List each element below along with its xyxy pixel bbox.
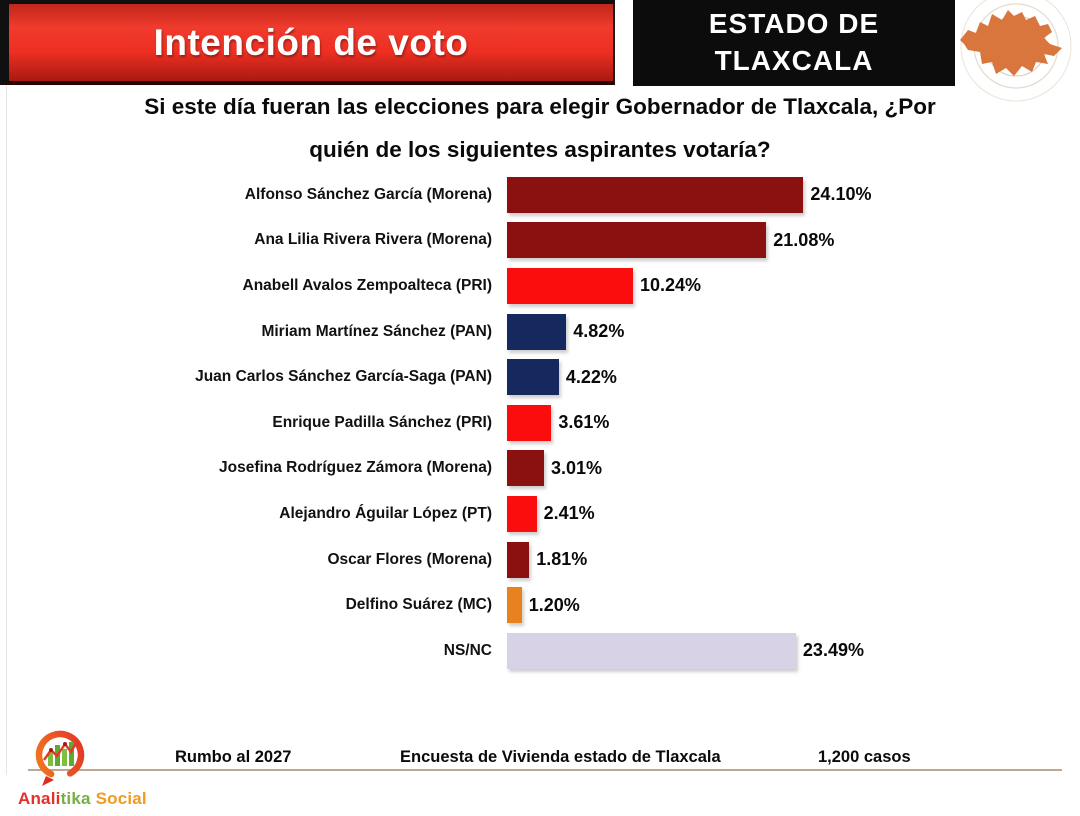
- bar: [507, 404, 552, 441]
- bar: [507, 587, 522, 624]
- bar: [507, 541, 530, 578]
- state-box-line2: TLAXCALA: [714, 45, 874, 76]
- bar-value-label: 24.10%: [810, 184, 872, 205]
- chart-rows: Alfonso Sánchez García (Morena) 24.10% Ana…: [0, 172, 1080, 674]
- bar: [507, 222, 767, 259]
- bar: [507, 267, 633, 304]
- bar-value-label: 10.24%: [639, 275, 701, 296]
- bar-label: Miriam Martínez Sánchez (PAN): [261, 322, 492, 340]
- bar-label: Oscar Flores (Morena): [327, 550, 492, 568]
- footer-left: Rumbo al 2027: [175, 748, 292, 766]
- bar: [507, 176, 804, 213]
- bar: [507, 313, 567, 350]
- chart-row: Alejandro Águilar López (PT) 2.41%: [0, 491, 1080, 537]
- bar-value-label: 23.49%: [802, 640, 864, 661]
- survey-question-line2: quién de los siguientes aspirantes votar…: [309, 136, 771, 162]
- chart-row: Miriam Martínez Sánchez (PAN) 4.82%: [0, 309, 1080, 355]
- bar-value-label: 1.81%: [536, 549, 588, 570]
- bar-value-label: 3.61%: [558, 412, 610, 433]
- bar-label: Alfonso Sánchez García (Morena): [244, 185, 492, 203]
- tlaxcala-map-svg: [960, 0, 1072, 102]
- state-box-line1: ESTADO DE: [708, 8, 880, 40]
- page-title: Intención de voto: [153, 21, 469, 63]
- bar: [507, 359, 559, 396]
- logo-text-part1: Anali: [18, 789, 61, 808]
- chart-row: Oscar Flores (Morena) 1.81%: [0, 537, 1080, 583]
- bar-label: Anabell Avalos Zempoalteca (PRI): [242, 276, 493, 294]
- chart-row: Enrique Padilla Sánchez (PRI) 3.61%: [0, 400, 1080, 446]
- tlaxcala-map-icon: [952, 0, 1080, 106]
- bar-label: Josefina Rodríguez Zámora (Morena): [218, 459, 492, 477]
- bar: [507, 450, 545, 487]
- bar-label: Delfino Suárez (MC): [345, 596, 492, 614]
- chart-row: Anabell Avalos Zempoalteca (PRI) 10.24%: [0, 263, 1080, 309]
- bar-value-label: 4.22%: [565, 366, 617, 387]
- bar: [507, 495, 537, 532]
- bar-value-label: 3.01%: [551, 457, 603, 478]
- logo-text-part2: tika: [60, 789, 91, 808]
- chart-row: Josefina Rodríguez Zámora (Morena) 3.01%: [0, 446, 1080, 492]
- bar: [507, 632, 796, 669]
- bar-label: Enrique Padilla Sánchez (PRI): [272, 413, 492, 431]
- analitika-logo-text: Analitika Social: [18, 789, 168, 809]
- chart-row: Ana Lilia Rivera Rivera (Morena) 21.08%: [0, 218, 1080, 264]
- chart-row: NS/NC 23.49%: [0, 628, 1080, 674]
- bar-value-label: 2.41%: [543, 503, 595, 524]
- chart-row: Alfonso Sánchez García (Morena) 24.10%: [0, 172, 1080, 218]
- bar-value-label: 21.08%: [773, 229, 835, 250]
- logo-text-part3: Social: [90, 789, 147, 808]
- survey-question: Si este día fueran las elecciones para e…: [0, 86, 1080, 172]
- bar-label: Ana Lilia Rivera Rivera (Morena): [254, 231, 492, 249]
- survey-question-line1: Si este día fueran las elecciones para e…: [144, 94, 936, 119]
- title-banner: Intención de voto: [0, 0, 615, 85]
- state-box: ESTADO DE TLAXCALA: [633, 0, 955, 86]
- analitika-logo: Analitika Social: [18, 728, 168, 809]
- bar-value-label: 4.82%: [573, 321, 625, 342]
- bar-label: Juan Carlos Sánchez García-Saga (PAN): [195, 368, 492, 386]
- slide-left-border: [6, 85, 7, 775]
- bar-label: NS/NC: [443, 641, 492, 659]
- footer-center: Encuesta de Vivienda estado de Tlaxcala: [400, 748, 721, 766]
- chart-row: Juan Carlos Sánchez García-Saga (PAN) 4.2…: [0, 354, 1080, 400]
- footer-divider: [28, 769, 1062, 771]
- bar-label: Alejandro Águilar López (PT): [279, 504, 492, 522]
- analitika-logo-icon: [35, 730, 85, 786]
- chart-row: Delfino Suárez (MC) 1.20%: [0, 582, 1080, 628]
- bar-value-label: 1.20%: [528, 594, 580, 615]
- footer-right: 1,200 casos: [818, 748, 911, 766]
